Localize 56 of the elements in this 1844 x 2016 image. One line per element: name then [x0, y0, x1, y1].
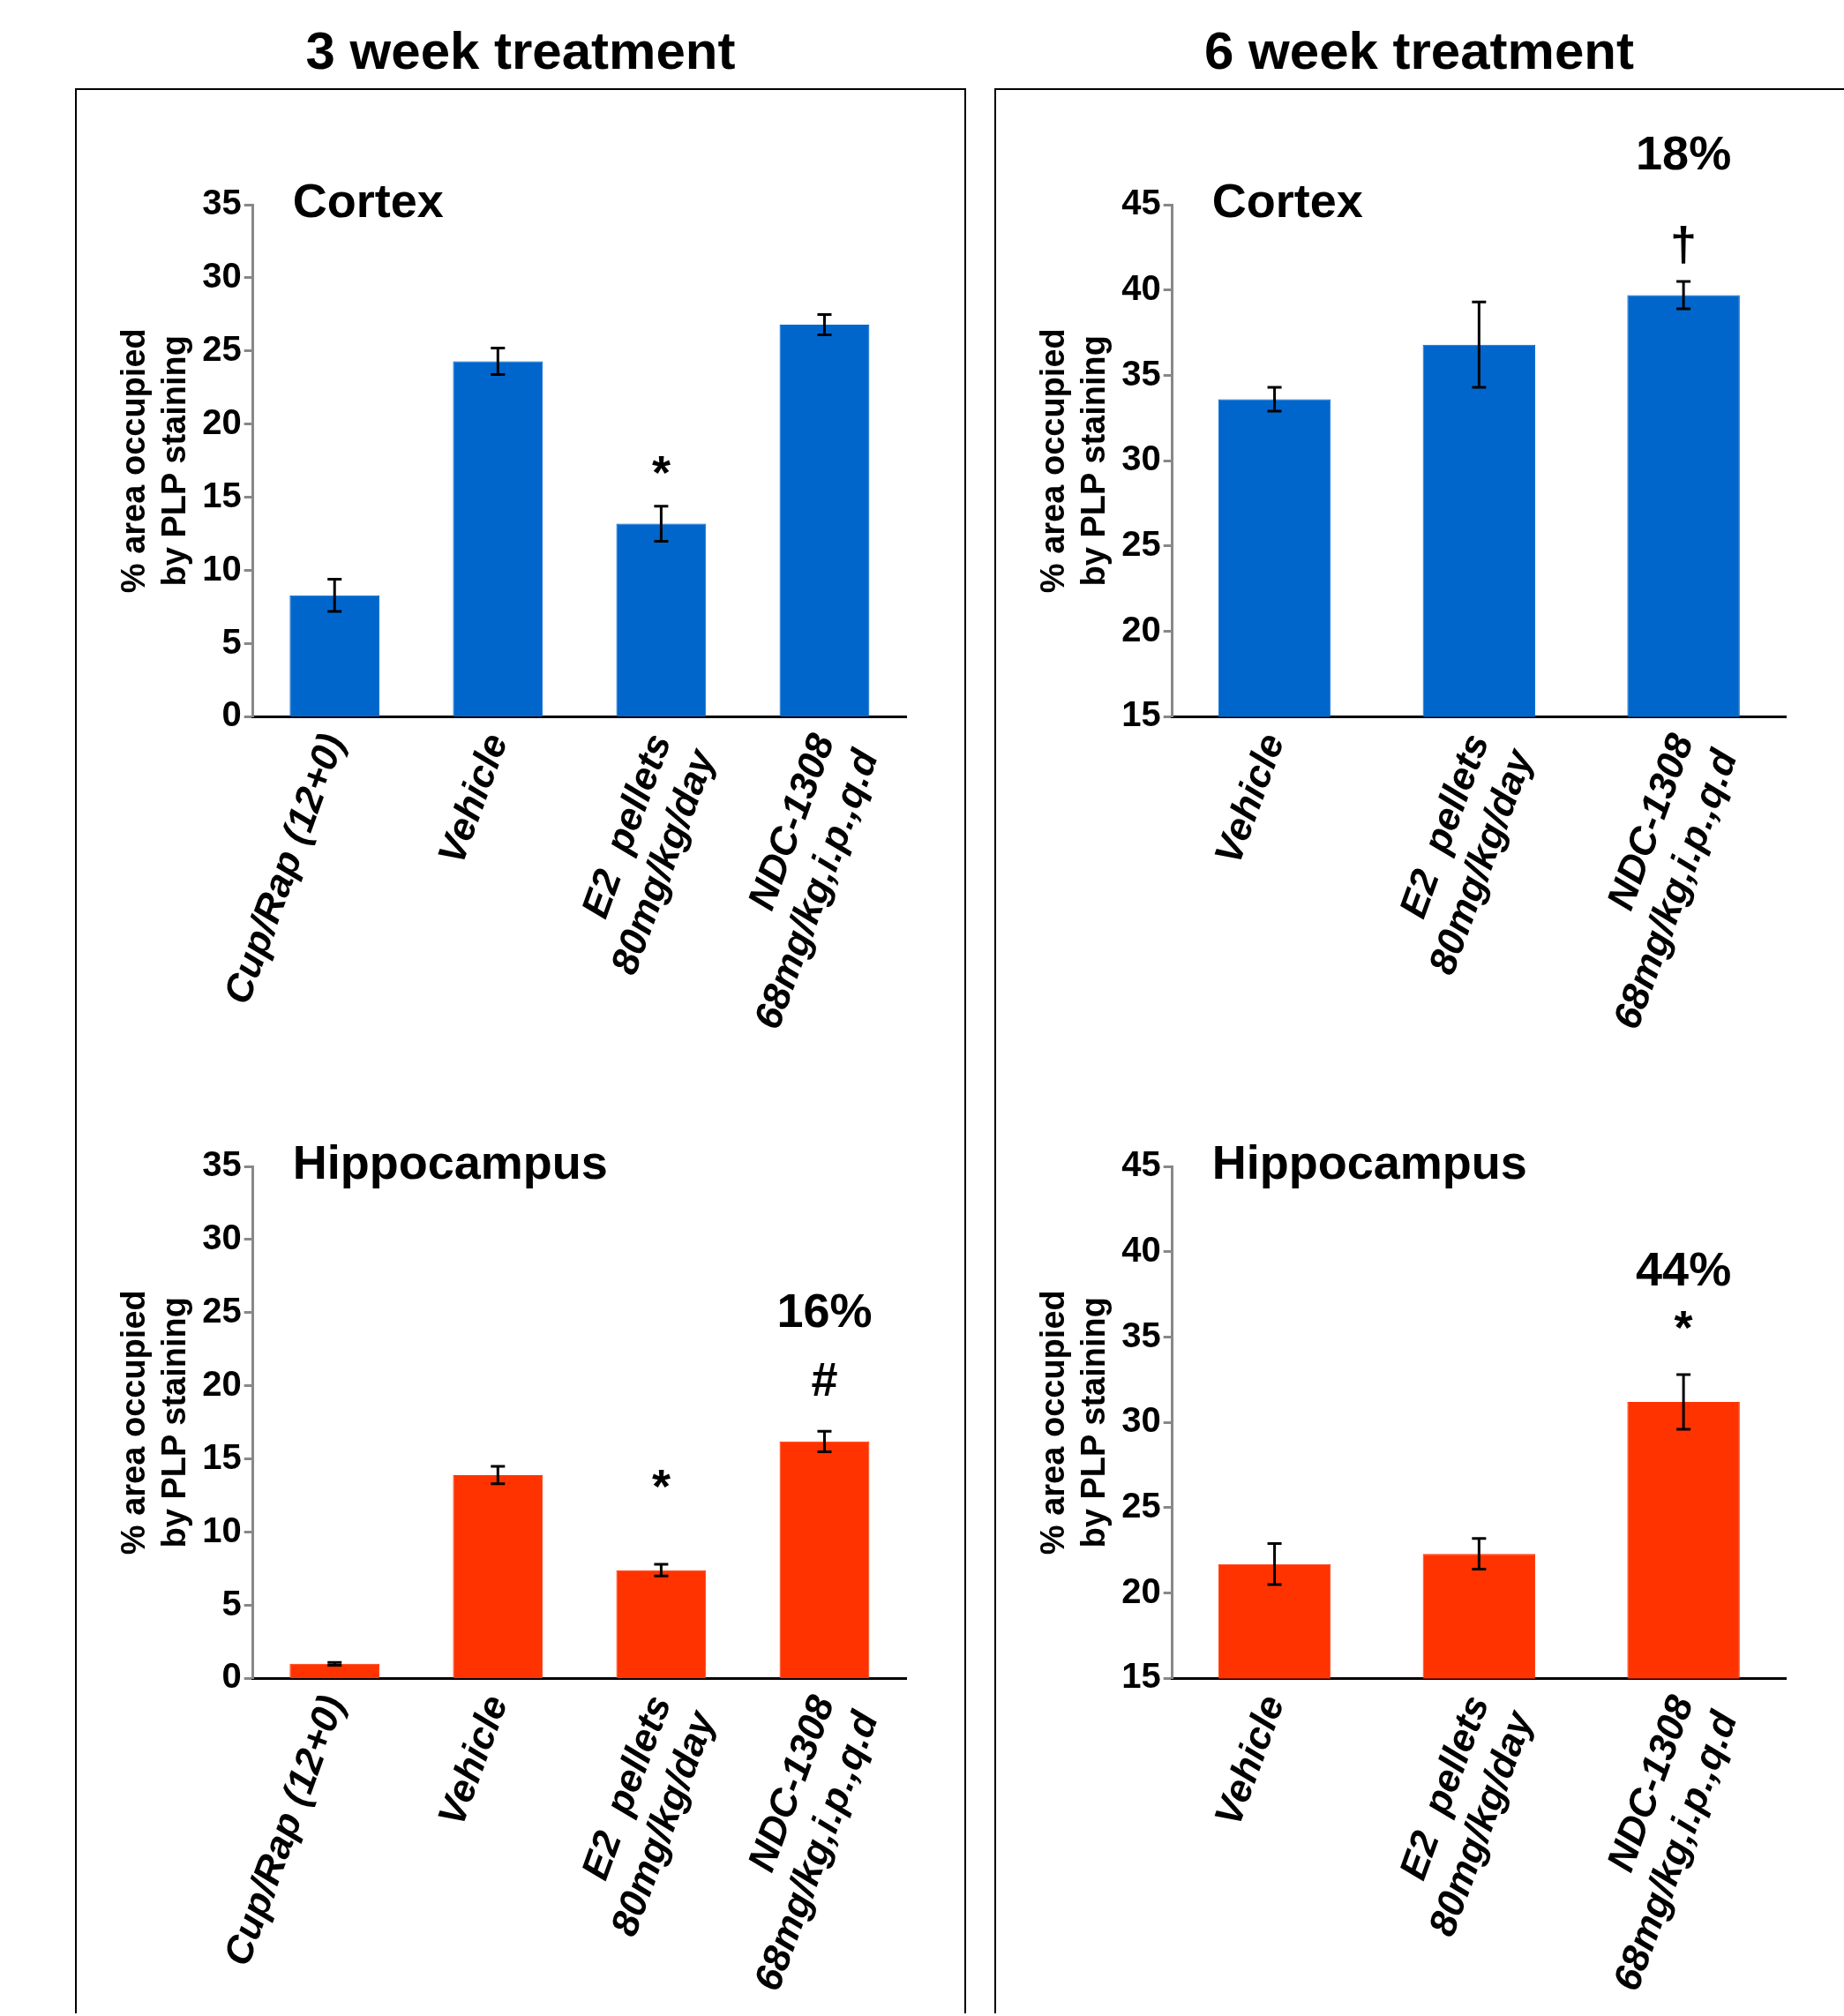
chart-title: Hippocampus [292, 1135, 608, 1188]
y-tick-label: 15 [202, 475, 242, 514]
y-tick-label: 25 [1121, 523, 1161, 563]
y-tick-label: 0 [221, 1656, 242, 1696]
annotation: * [651, 445, 671, 498]
y-axis-title: % area occupied by PLP staining [115, 328, 192, 594]
y-tick-label: 45 [1121, 1144, 1161, 1184]
bar [453, 1474, 543, 1678]
y-tick-label: 15 [1121, 1656, 1161, 1696]
y-tick-label: 35 [1121, 353, 1161, 393]
y-tick-label: 10 [202, 548, 242, 588]
chart-title: Hippocampus [1211, 1135, 1527, 1188]
y-tick-label: 35 [1121, 1315, 1161, 1354]
annotation: † [1670, 217, 1698, 271]
y-tick-label: 30 [202, 255, 242, 295]
annotation: * [1674, 1300, 1693, 1353]
bar [779, 1441, 870, 1678]
y-tick-label: 0 [221, 694, 242, 734]
y-tick-label: 40 [1121, 1229, 1161, 1269]
annotation: 16% [776, 1284, 873, 1338]
annotation: # [811, 1353, 838, 1406]
bar [453, 361, 543, 716]
y-axis-title: % area occupied by PLP staining [115, 1290, 192, 1555]
y-tick-label: 45 [1121, 183, 1161, 222]
y-tick-label: 20 [1121, 609, 1161, 648]
y-tick-label: 25 [202, 328, 242, 368]
y-axis-title: % area occupied by PLP staining [1034, 328, 1112, 594]
bar [289, 1663, 380, 1678]
annotation: * [651, 1459, 671, 1513]
y-tick-label: 40 [1121, 267, 1161, 307]
y-tick-label: 25 [1121, 1485, 1161, 1525]
y-tick-label: 30 [1121, 1400, 1161, 1440]
bar [779, 324, 870, 716]
chart-subtitle: Cortex [1211, 173, 1363, 227]
y-tick-label: 30 [202, 1217, 242, 1256]
y-tick-label: 5 [221, 1583, 242, 1623]
y-tick-label: 15 [1121, 694, 1161, 734]
annotation: 44% [1636, 1241, 1732, 1295]
y-tick-label: 35 [202, 1144, 242, 1184]
bar [616, 523, 707, 716]
chart-title: 6 week treatment [1203, 20, 1635, 82]
y-tick-label: 15 [202, 1436, 242, 1476]
y-tick-label: 20 [202, 1363, 242, 1403]
bar [616, 1570, 707, 1678]
y-tick-label: 10 [202, 1510, 242, 1549]
y-tick-label: 20 [202, 401, 242, 441]
bar [289, 595, 380, 716]
y-tick-label: 20 [1121, 1570, 1161, 1610]
chart-subtitle: Cortex [292, 173, 444, 227]
y-axis-title: % area occupied by PLP staining [1034, 1290, 1112, 1555]
y-tick-label: 5 [221, 621, 242, 661]
chart-title: 3 week treatment [304, 20, 737, 82]
y-tick-label: 30 [1121, 438, 1161, 478]
y-tick-label: 25 [202, 1290, 242, 1330]
y-tick-label: 35 [202, 183, 242, 222]
text: 18% [1636, 125, 1732, 179]
